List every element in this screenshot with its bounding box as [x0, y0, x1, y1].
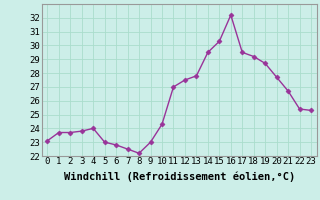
X-axis label: Windchill (Refroidissement éolien,°C): Windchill (Refroidissement éolien,°C): [64, 172, 295, 182]
